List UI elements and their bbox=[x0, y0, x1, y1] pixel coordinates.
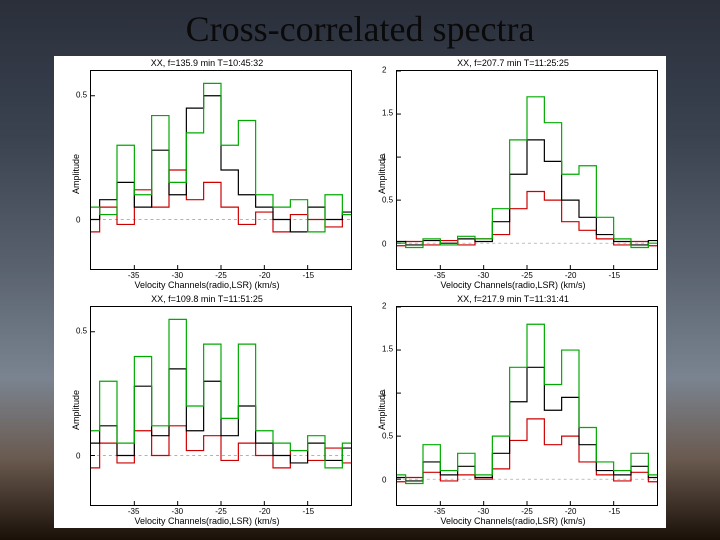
y-tick-label: 0.5 bbox=[76, 327, 87, 336]
plot-area bbox=[396, 306, 658, 506]
panel-header: XX, f=135.9 min T=10:45:32 bbox=[54, 58, 360, 68]
x-tick-label: -30 bbox=[172, 271, 184, 280]
panel-header: XX, f=207.7 min T=11:25:25 bbox=[360, 58, 666, 68]
y-tick-label: 0 bbox=[382, 475, 386, 484]
plot-area bbox=[90, 70, 352, 270]
spectrum-panel-tl: XX, f=135.9 min T=10:45:32H13CO+Amplitud… bbox=[54, 56, 360, 292]
y-tick-label: 2 bbox=[382, 66, 386, 75]
spectrum-trace-c bbox=[397, 419, 657, 482]
panel-header: XX, f=217.9 min T=11:31:41 bbox=[360, 294, 666, 304]
y-axis-label: Amplitude bbox=[71, 154, 81, 194]
x-tick-label: -35 bbox=[434, 271, 446, 280]
x-tick-label: -20 bbox=[565, 507, 577, 516]
plot-area bbox=[396, 70, 658, 270]
x-tick-label: -25 bbox=[215, 271, 227, 280]
y-tick-label: 0.5 bbox=[76, 91, 87, 100]
x-axis-label: Velocity Channels(radio,LSR) (km/s) bbox=[360, 516, 666, 526]
x-tick-label: -35 bbox=[434, 507, 446, 516]
x-tick-label: -20 bbox=[259, 271, 271, 280]
x-tick-label: -30 bbox=[172, 507, 184, 516]
spectrum-panel-br: XX, f=217.9 min T=11:31:41HCNAmplitudeVe… bbox=[360, 292, 666, 528]
y-tick-label: 0.5 bbox=[382, 432, 393, 441]
x-axis-label: Velocity Channels(radio,LSR) (km/s) bbox=[54, 516, 360, 526]
x-tick-label: -20 bbox=[259, 507, 271, 516]
y-tick-label: 1.5 bbox=[382, 345, 393, 354]
x-tick-label: -15 bbox=[303, 507, 315, 516]
plot-area bbox=[90, 306, 352, 506]
x-axis-label: Velocity Channels(radio,LSR) (km/s) bbox=[54, 280, 360, 290]
x-tick-label: -25 bbox=[215, 507, 227, 516]
y-axis-label: Amplitude bbox=[71, 390, 81, 430]
spectrum-trace-a bbox=[397, 324, 657, 483]
y-tick-label: 1.5 bbox=[382, 109, 393, 118]
spectrum-panel-tr: XX, f=207.7 min T=11:25:25HCO+AmplitudeV… bbox=[360, 56, 666, 292]
slide-title: Cross-correlated spectra bbox=[0, 8, 720, 50]
x-tick-label: -35 bbox=[128, 507, 140, 516]
slide: Cross-correlated spectra XX, f=135.9 min… bbox=[0, 0, 720, 540]
x-tick-label: -15 bbox=[609, 271, 621, 280]
x-tick-label: -20 bbox=[565, 271, 577, 280]
spectrum-panel-bl: XX, f=109.8 min T=11:51:25CH3OHAmplitude… bbox=[54, 292, 360, 528]
y-tick-label: 0.5 bbox=[382, 196, 393, 205]
x-axis-label: Velocity Channels(radio,LSR) (km/s) bbox=[360, 280, 666, 290]
panel-header: XX, f=109.8 min T=11:51:25 bbox=[54, 294, 360, 304]
y-tick-label: 1 bbox=[382, 152, 386, 161]
chart-grid: XX, f=135.9 min T=10:45:32H13CO+Amplitud… bbox=[54, 56, 666, 528]
x-tick-label: -25 bbox=[521, 271, 533, 280]
x-tick-label: -15 bbox=[609, 507, 621, 516]
x-tick-label: -15 bbox=[303, 271, 315, 280]
x-tick-label: -30 bbox=[478, 507, 490, 516]
x-tick-label: -25 bbox=[521, 507, 533, 516]
x-tick-label: -35 bbox=[128, 271, 140, 280]
x-tick-label: -30 bbox=[478, 271, 490, 280]
spectrum-trace-c bbox=[91, 170, 351, 232]
y-tick-label: 0 bbox=[76, 216, 80, 225]
y-tick-label: 0 bbox=[76, 452, 80, 461]
y-tick-label: 1 bbox=[382, 388, 386, 397]
y-tick-label: 0 bbox=[382, 239, 386, 248]
y-tick-label: 2 bbox=[382, 302, 386, 311]
spectrum-trace-c bbox=[397, 191, 657, 245]
